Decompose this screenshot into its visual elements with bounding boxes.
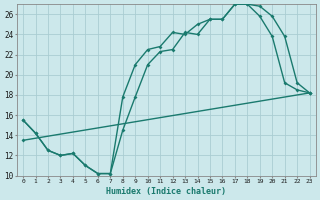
X-axis label: Humidex (Indice chaleur): Humidex (Indice chaleur) (106, 187, 226, 196)
